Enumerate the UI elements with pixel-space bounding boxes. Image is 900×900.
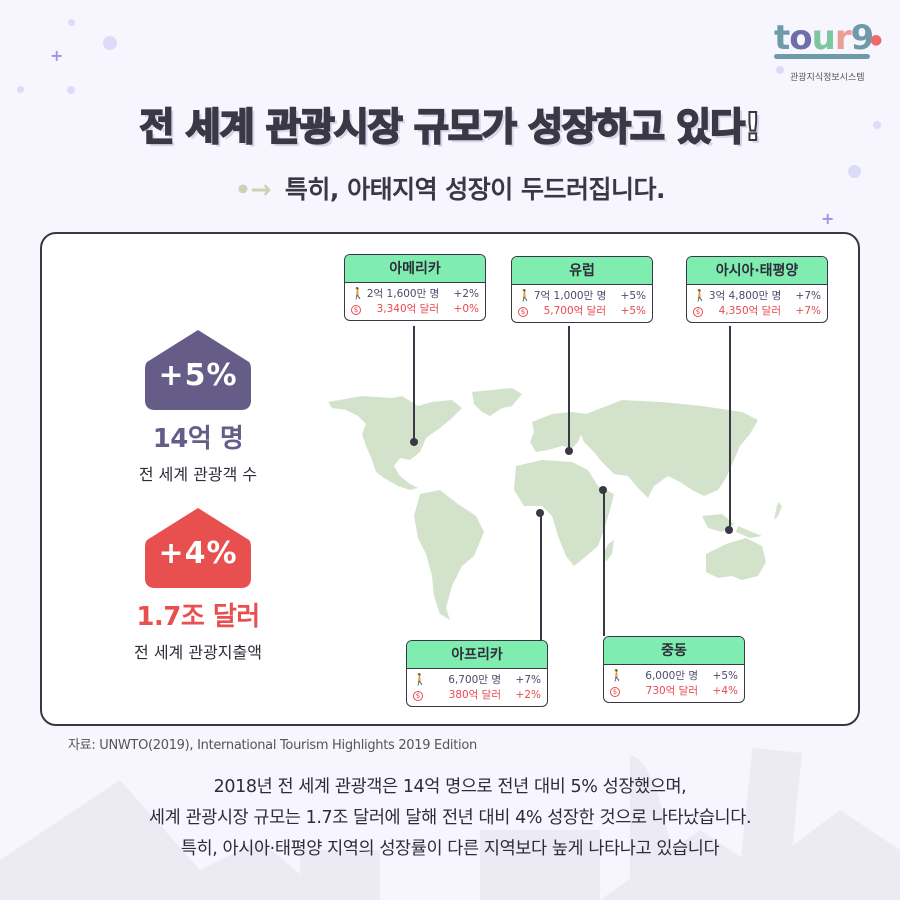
page-title: 전 세계 관광시장 규모가 성장하고 있다! [0, 96, 900, 151]
walking-person-icon: 🚶 [610, 669, 624, 682]
leader-line-europe [568, 326, 570, 450]
map-pin-europe [565, 447, 573, 455]
spending-row: $ 3,340억 달러 +0% [345, 301, 485, 316]
visitors-row: 🚶 3억 4,800만 명 +7% [693, 289, 821, 302]
world-map [328, 388, 782, 620]
walking-person-icon: 🚶 [351, 287, 365, 300]
source-citation: 자료: UNWTO(2019), International Tourism H… [68, 738, 477, 753]
location-pin-icon: ● [870, 32, 883, 48]
house-badge-shape [145, 330, 251, 410]
badge-text: +5% [158, 358, 238, 393]
title-white-part: 하고 있다! [595, 104, 762, 150]
region-name: 중동 [604, 637, 744, 665]
spending-row: $ 5,700억 달러 +5% [512, 303, 652, 318]
stat-visitors: +5% 14억 명 전 세계 관광객 수 [108, 326, 288, 485]
dollar-coin-icon: $ [610, 687, 620, 697]
house-badge-shape [145, 508, 251, 588]
dollar-coin-icon: $ [518, 307, 528, 317]
badge-text: +4% [158, 536, 238, 571]
walking-person-icon: 🚶 [413, 673, 427, 686]
stat-value: 14억 명 [152, 424, 244, 454]
walking-person-icon: 🚶 [693, 289, 707, 302]
summary-text: 2018년 전 세계 관광객은 14억 명으로 전년 대비 5% 성장했으며, … [0, 772, 900, 865]
region-name: 아프리카 [407, 641, 547, 669]
summary-line: 2018년 전 세계 관광객은 14억 명으로 전년 대비 5% 성장했으며, [213, 777, 687, 797]
stat-value: 1.7조 달러 [136, 602, 260, 632]
growth-badge: +5% [143, 326, 253, 412]
region-name: 아메리카 [345, 255, 485, 283]
leader-line-middle-east [603, 490, 605, 636]
map-pin-middle-east [599, 486, 607, 494]
spending-row: $ 380억 달러 +2% [407, 687, 547, 702]
region-card-americas: 아메리카 🚶 2억 1,600만 명 +2% $ 3,340억 달러 +0% [344, 254, 486, 321]
dollar-coin-icon: $ [413, 691, 423, 701]
dollar-coin-icon: $ [693, 307, 703, 317]
stat-spending: +4% 1.7조 달러 전 세계 관광지출액 [108, 504, 288, 663]
region-card-europe: 유럽 🚶 7억 1,000만 명 +5% $ 5,700억 달러 +5% [511, 256, 653, 323]
arrow-right-icon: •→ [234, 175, 271, 204]
map-pin-americas [410, 438, 418, 446]
tour9-logo[interactable]: tour9 ● 관광지식정보시스템 [770, 18, 890, 88]
visitors-row: 🚶 6,000만 명 +5% [610, 669, 738, 682]
visitors-row: 🚶 6,700만 명 +7% [413, 673, 541, 686]
logo-underline [774, 54, 870, 59]
title-green-part: 전 세계 관광시장 규모가 성장 [139, 104, 598, 150]
growth-badge: +4% [143, 504, 253, 590]
logo-wordmark: tour9 [774, 18, 874, 58]
spending-row: $ 4,350억 달러 +7% [687, 303, 827, 318]
page-subtitle: •→ 특히, 아태지역 성장이 두드러집니다. [0, 170, 900, 206]
skyline-silhouette [0, 747, 900, 900]
leader-line-americas [413, 326, 415, 441]
region-card-middle-east: 중동 🚶 6,000만 명 +5% $ 730억 달러 +4% [603, 636, 745, 703]
visitors-row: 🚶 2억 1,600만 명 +2% [351, 287, 479, 300]
stat-label: 전 세계 관광객 수 [138, 465, 258, 484]
region-card-asia-pacific: 아시아·태평양 🚶 3억 4,800만 명 +7% $ 4,350억 달러 +7… [686, 256, 828, 323]
region-name: 아시아·태평양 [687, 257, 827, 285]
stat-label: 전 세계 관광지출액 [134, 643, 262, 662]
walking-person-icon: 🚶 [518, 289, 532, 302]
region-name: 유럽 [512, 257, 652, 285]
summary-line: 특히, 아시아·태평양 지역의 성장률이 다른 지역보다 높게 나타나고 있습니… [180, 839, 720, 859]
region-card-africa: 아프리카 🚶 6,700만 명 +7% $ 380억 달러 +2% [406, 640, 548, 707]
spending-row: $ 730억 달러 +4% [604, 683, 744, 698]
dollar-coin-icon: $ [351, 305, 361, 315]
subtitle-text: 특히, 아태지역 성장이 두드러집니다. [284, 175, 666, 204]
map-pin-africa [536, 509, 544, 517]
summary-line: 세계 관광시장 규모는 1.7조 달러에 달해 전년 대비 4% 성장한 것으로… [148, 808, 752, 828]
leader-line-asia-pacific [729, 326, 731, 530]
logo-subtitle: 관광지식정보시스템 [790, 73, 865, 83]
leader-line-africa [540, 513, 542, 641]
map-pin-asia-pacific [725, 526, 733, 534]
visitors-row: 🚶 7억 1,000만 명 +5% [518, 289, 646, 302]
